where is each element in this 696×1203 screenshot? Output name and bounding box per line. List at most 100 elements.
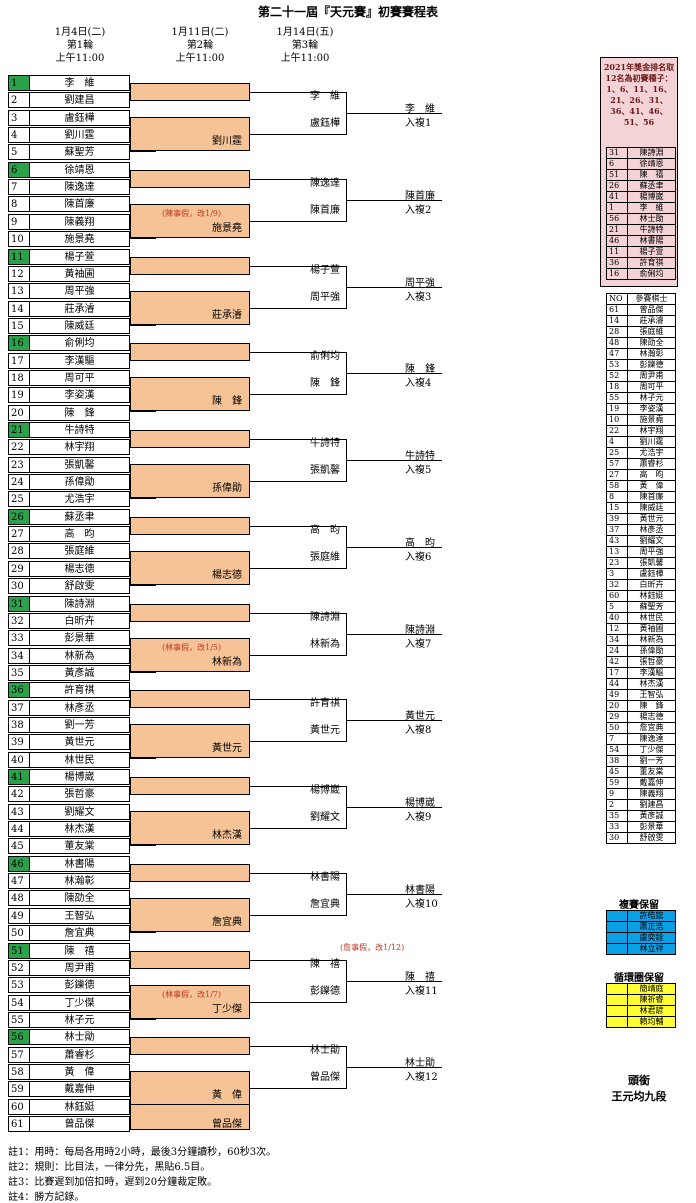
- player-row[interactable]: 44 林杰漢: [8, 821, 130, 838]
- bracket-line: [250, 567, 346, 569]
- participant-row: 40 林世民: [606, 612, 676, 624]
- player-row[interactable]: 42 張哲豪: [8, 786, 130, 803]
- round-name: 第2輪: [186, 40, 214, 51]
- player-row[interactable]: 54 丁少傑: [8, 994, 130, 1011]
- player-row[interactable]: 38 劉一芳: [8, 716, 130, 733]
- player-row[interactable]: 51 陳 禧: [8, 942, 130, 959]
- player-row[interactable]: 57 蕭睿杉: [8, 1046, 130, 1063]
- participant-number: 23: [606, 557, 628, 569]
- player-row[interactable]: 6 徐靖恩: [8, 161, 130, 178]
- seed-row: 51 陳 禧: [606, 169, 676, 181]
- player-row[interactable]: 29 楊志德: [8, 560, 130, 577]
- player-row[interactable]: 22 林宇翔: [8, 439, 130, 456]
- player-row[interactable]: 46 林書陽: [8, 855, 130, 872]
- player-row[interactable]: 17 李漢驅: [8, 352, 130, 369]
- participant-name: 林鈺娗: [627, 590, 676, 602]
- participant-name: 盧鈺樺: [627, 568, 676, 580]
- player-row[interactable]: 35 黃彥誠: [8, 664, 130, 681]
- reserve_fu-row: 盧奕銓: [606, 932, 676, 944]
- seed-header-line: 1、6、11、16、: [606, 84, 672, 94]
- player-row[interactable]: 45 董友棠: [8, 838, 130, 855]
- player-row[interactable]: 15 陳威廷: [8, 317, 130, 334]
- player-row[interactable]: 60 林鈺娗: [8, 1098, 130, 1115]
- player-number: 19: [9, 388, 30, 403]
- player-row[interactable]: 47 林瀚彰: [8, 873, 130, 890]
- player-row[interactable]: 26 蘇丞聿: [8, 508, 130, 525]
- player-row[interactable]: 5 蘇聖芳: [8, 144, 130, 161]
- player-row[interactable]: 31 陳詩淵: [8, 595, 130, 612]
- player-row[interactable]: 14 莊承濬: [8, 300, 130, 317]
- player-row[interactable]: 2 劉建昌: [8, 92, 130, 109]
- player-row[interactable]: 21 牛詩特: [8, 422, 130, 438]
- participant-number: 20: [606, 700, 628, 712]
- player-number: 40: [9, 752, 30, 767]
- player-row[interactable]: 49 王智弘: [8, 907, 130, 924]
- player-row[interactable]: 13 周平強: [8, 283, 130, 300]
- advance-label: 入複4: [405, 378, 432, 390]
- player-row[interactable]: 10 施景堯: [8, 231, 130, 248]
- match-box-seed: [130, 863, 250, 882]
- player-row[interactable]: 16 俞俐均: [8, 335, 130, 352]
- player-row[interactable]: 56 林士勛: [8, 1029, 130, 1046]
- reserve_fu-row: 林立祥: [606, 943, 676, 955]
- participant-name: 黃世元: [627, 513, 676, 525]
- player-name: 黃世元: [64, 737, 95, 749]
- player-row[interactable]: 11 楊子萱: [8, 248, 130, 265]
- player-row[interactable]: 37 林彥丞: [8, 699, 130, 716]
- player-row[interactable]: 3 盧鈺樺: [8, 109, 130, 126]
- player-row[interactable]: 61 曾品傑: [8, 1116, 130, 1132]
- player-row[interactable]: 20 陳 鋒: [8, 404, 130, 421]
- player-number: 4: [9, 128, 30, 143]
- player-row[interactable]: 36 許育祺: [8, 682, 130, 699]
- match-box-seed: [130, 256, 250, 275]
- player-name: 林杰漢: [64, 824, 95, 836]
- player-row[interactable]: 48 陳劭全: [8, 890, 130, 907]
- player-row[interactable]: 34 林新為: [8, 647, 130, 664]
- player-row[interactable]: 9 陳義翔: [8, 213, 130, 230]
- player-row[interactable]: 7 陳逸達: [8, 179, 130, 196]
- seed-name: 陳詩淵: [627, 147, 676, 159]
- participant-number: 24: [606, 645, 628, 657]
- player-row[interactable]: 25 尤浩宇: [8, 491, 130, 508]
- player-row[interactable]: 40 林世民: [8, 751, 130, 768]
- round2-winner: 陳 鋒: [212, 396, 242, 408]
- bracket-line: [250, 914, 346, 916]
- player-row[interactable]: 58 黃 偉: [8, 1063, 130, 1080]
- player-row[interactable]: 23 張凱馨: [8, 456, 130, 473]
- match-box-seed: [130, 516, 250, 535]
- player-row[interactable]: 55 林子元: [8, 1011, 130, 1028]
- player-row[interactable]: 8 陳首廉: [8, 196, 130, 213]
- player-row[interactable]: 24 孫偉勛: [8, 474, 130, 491]
- player-name: 周平強: [64, 286, 95, 298]
- player-row[interactable]: 52 周尹甫: [8, 959, 130, 976]
- player-row[interactable]: 18 周可平: [8, 369, 130, 386]
- match-box-seed: [130, 690, 250, 709]
- player-number: 38: [9, 717, 30, 732]
- player-row[interactable]: 53 彭鑠德: [8, 977, 130, 994]
- player-row[interactable]: 43 劉耀文: [8, 803, 130, 820]
- player-row[interactable]: 50 詹宜典: [8, 925, 130, 942]
- seed-row: 31 陳詩淵: [606, 147, 676, 159]
- round2-winner: 黃 偉: [212, 1090, 242, 1102]
- player-row[interactable]: 59 戴嘉伸: [8, 1081, 130, 1098]
- player-row[interactable]: 12 黃袖圃: [8, 265, 130, 282]
- player-row[interactable]: 30 舒啟雯: [8, 578, 130, 595]
- player-row[interactable]: 27 高 昀: [8, 526, 130, 543]
- seed-header-line: 36、41、46、: [610, 106, 668, 116]
- player-row[interactable]: 19 李姿漢: [8, 387, 130, 404]
- player-row[interactable]: 39 黃世元: [8, 734, 130, 751]
- player-row[interactable]: 41 楊博崴: [8, 769, 130, 785]
- participant-name: 王智弘: [627, 689, 676, 701]
- player-name: 許育祺: [64, 685, 95, 697]
- seed-row: 36 許育祺: [606, 257, 676, 269]
- match-box-seed: [130, 430, 250, 448]
- participant-row: 28 張庭維: [606, 326, 676, 338]
- round3-winner: 林書陽: [405, 884, 435, 896]
- player-row[interactable]: 4 劉川霆: [8, 127, 130, 144]
- player-row[interactable]: 28 張庭維: [8, 543, 130, 560]
- participant-row: 4 劉川霆: [606, 436, 676, 448]
- player-row[interactable]: 32 白昕卉: [8, 612, 130, 629]
- player-row[interactable]: 33 彭景華: [8, 630, 130, 647]
- participant-number: 34: [606, 634, 628, 646]
- player-row[interactable]: 1 李 維: [8, 75, 130, 91]
